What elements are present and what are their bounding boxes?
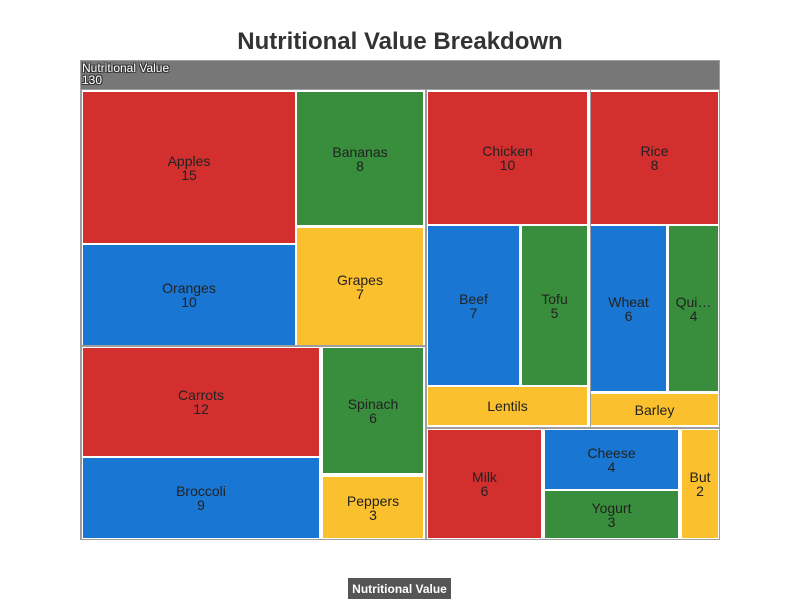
treemap-cell-broccoli[interactable]: Broccoli 9 [83,458,319,538]
treemap-cell-oranges[interactable]: Oranges 10 [83,245,295,345]
cell-label: Oranges [162,280,216,296]
cell-value: 6 [624,307,633,324]
cell-value: 4 [689,307,698,324]
treemap-cell-chicken[interactable]: Chicken 10 [428,92,587,224]
treemap-cell-spinach[interactable]: Spinach 6 [323,348,423,473]
treemap-cell-apples[interactable]: Apples 15 [83,92,295,243]
cell-value: 2 [696,483,704,499]
cell-label: Milk [472,469,497,485]
cell-label: Yogurt [591,499,632,516]
cell-value: 10 [181,294,197,310]
cell-label: Cheese [587,444,636,461]
treemap-cell-peppers[interactable]: Peppers 3 [323,477,423,538]
treemap-cell-qui[interactable]: Qui… 4 [669,226,718,391]
cell-label: Tofu [541,290,568,307]
cell-value: 8 [356,157,364,174]
root-node-label: Nutritional Value [82,61,170,75]
treemap-cell-beef[interactable]: Beef 7 [428,226,519,385]
cell-label: Barley [634,401,675,418]
cell-value: 10 [499,157,516,173]
cell-label: Peppers [346,492,400,509]
cell-label: Grapes [337,271,383,288]
cell-value: 3 [607,513,616,530]
treemap-cell-but[interactable]: But 2 [682,430,718,538]
cell-value: 6 [369,409,377,426]
treemap-cell-bananas[interactable]: Bananas 8 [297,92,423,225]
cell-value: 7 [469,304,478,321]
root-node-header[interactable]: Nutritional Value 130 [81,61,719,89]
treemap: Nutritional Value 130 Apples 15 Bananas 8 Or… [80,60,720,540]
cell-label: Apples [167,152,211,169]
legend-badge[interactable]: Nutritional Value [348,578,451,599]
chart-title: Nutritional Value Breakdown [237,28,563,55]
cell-value: 15 [181,166,197,183]
cell-label: Lentils [487,398,528,414]
treemap-cell-carrots[interactable]: Carrots 12 [83,348,319,456]
treemap-cell-cheese[interactable]: Cheese 4 [545,430,678,489]
treemap-cell-yogurt[interactable]: Yogurt 3 [545,491,678,538]
treemap-cell-grapes[interactable]: Grapes 7 [297,228,423,345]
treemap-cell-barley[interactable]: Barley [591,394,718,425]
cell-label: Chicken [482,143,533,159]
cell-value: 9 [197,497,205,513]
cell-value: 5 [550,304,559,321]
cell-value: 3 [369,506,377,523]
cell-value: 8 [650,157,659,173]
cell-label: Bananas [332,143,388,160]
cell-value: 6 [480,483,489,499]
treemap-cell-lentils[interactable]: Lentils [428,387,587,425]
treemap-group [590,89,720,428]
cell-value: 12 [193,401,209,417]
cell-value: 4 [607,458,616,475]
treemap-group [81,89,426,346]
cell-label: Rice [640,143,669,159]
cell-label: But [689,469,711,485]
cell-label: Broccoli [176,483,226,499]
treemap-cell-rice[interactable]: Rice 8 [591,92,718,224]
treemap-group [426,428,720,540]
cell-label: Carrots [178,387,224,403]
treemap-group [81,346,426,540]
cell-value: 7 [356,285,364,302]
cell-label: Spinach [347,395,399,412]
cell-label: Beef [459,290,488,307]
root-node-value: 130 [82,73,103,87]
treemap-cell-milk[interactable]: Milk 6 [428,430,541,538]
treemap-cell-tofu[interactable]: Tofu 5 [522,226,587,385]
cell-label: Qui… [675,293,712,310]
treemap-cell-wheat[interactable]: Wheat 6 [591,226,666,391]
cell-label: Wheat [608,293,649,310]
